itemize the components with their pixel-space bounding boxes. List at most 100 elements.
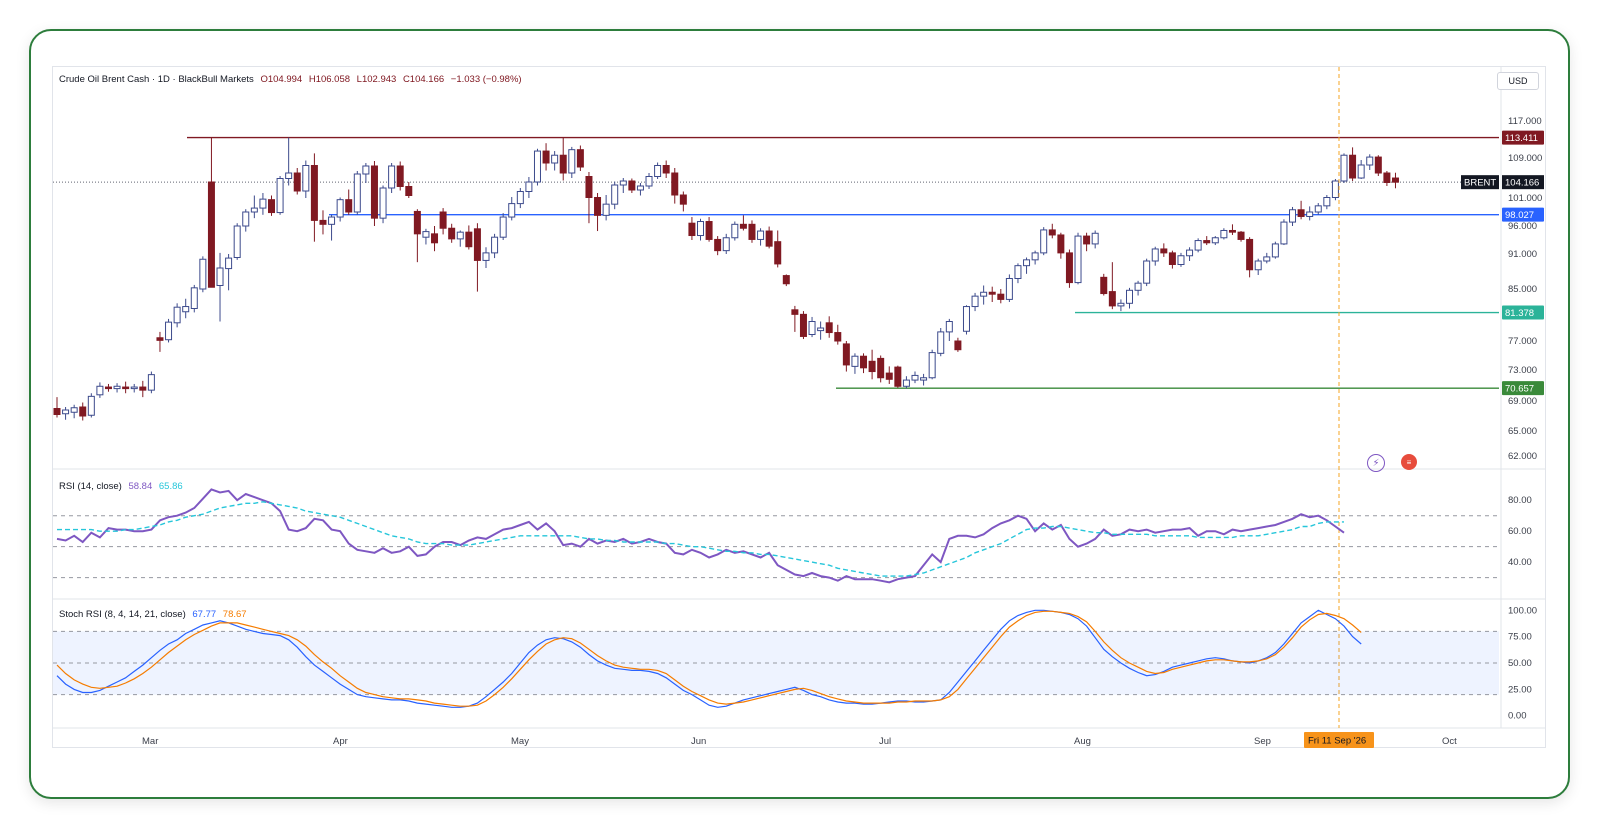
price-tick-label: 91.000 — [1508, 249, 1537, 260]
candle-body — [722, 237, 730, 252]
candle-body — [1271, 243, 1279, 258]
candle-body — [1048, 229, 1056, 236]
candle-body — [748, 223, 756, 240]
candle-body — [70, 407, 78, 413]
candle-body — [688, 222, 696, 237]
time-tick-label: Jun — [691, 736, 706, 747]
candle-body — [456, 231, 464, 240]
candle-body — [1254, 260, 1262, 271]
candle-body — [1014, 265, 1022, 279]
candle-body — [53, 408, 61, 415]
candle-body — [851, 355, 859, 367]
candle-body — [1357, 164, 1365, 179]
candle-body — [799, 313, 807, 337]
candle-body — [1074, 235, 1082, 284]
last-price-badge — [1502, 175, 1544, 190]
price-tick-label: 96.000 — [1508, 221, 1537, 232]
rsi-tick-label: 80.00 — [1508, 495, 1532, 506]
rsi-tick-label: 40.00 — [1508, 557, 1532, 568]
candle-body — [1314, 205, 1322, 213]
candle-body — [1349, 154, 1357, 179]
candle-body — [491, 236, 499, 254]
lightning-icon[interactable]: ⚡ — [1367, 454, 1385, 472]
candle-body — [388, 165, 396, 189]
stoch-tick-label: 25.00 — [1508, 684, 1532, 695]
time-tick-label: May — [511, 736, 529, 747]
price-level-label: 70.657 — [1505, 384, 1534, 395]
candle-body — [1237, 231, 1245, 240]
candle-body — [774, 241, 782, 265]
legend-low: L102.943 — [356, 74, 397, 85]
candle-body — [980, 291, 988, 297]
price-level-label: 98.027 — [1505, 210, 1534, 221]
candle-body — [679, 194, 687, 205]
candle-body — [1374, 156, 1382, 174]
candle-body — [1280, 221, 1288, 245]
price-tick-label: 62.000 — [1508, 451, 1537, 462]
rsi-legend-name: RSI (14, close) — [59, 481, 122, 492]
candle-body — [842, 343, 850, 366]
candle-body — [1108, 291, 1116, 307]
candle-body — [165, 321, 173, 341]
candle-body — [1186, 249, 1194, 257]
time-tick-label: Oct — [1442, 736, 1457, 747]
candle-body — [902, 379, 910, 387]
candle-body — [1331, 180, 1339, 198]
candle-body — [1091, 232, 1099, 245]
candle-body — [954, 340, 962, 351]
last-price-name: BRENT — [1464, 178, 1496, 189]
candle-body — [379, 187, 387, 219]
candle-body — [370, 165, 378, 219]
crosshair-date-badge — [1304, 732, 1374, 748]
time-tick-label: Mar — [142, 736, 158, 747]
price-tick-label: 69.000 — [1508, 396, 1537, 407]
candle-body — [765, 230, 773, 247]
candle-body — [576, 149, 584, 168]
price-level-badge — [1502, 305, 1544, 320]
candle-body — [1134, 282, 1142, 291]
legend-symbol: Crude Oil Brent Cash · 1D · BlackBull Ma… — [59, 74, 254, 85]
us-flag-icon[interactable]: ≡ — [1401, 454, 1417, 470]
candle-body — [242, 211, 250, 227]
candle-body — [353, 173, 361, 213]
last-price-name-badge — [1461, 175, 1499, 190]
candle-body — [310, 165, 318, 221]
candle-body — [199, 258, 207, 290]
stoch-legend-name: Stoch RSI (8, 4, 14, 21, close) — [59, 609, 186, 620]
stoch-tick-label: 100.00 — [1508, 605, 1537, 616]
candle-body — [362, 165, 370, 175]
candle-body — [671, 172, 679, 196]
currency-button[interactable]: USD — [1497, 72, 1539, 90]
candle-body — [104, 386, 112, 390]
candle-body — [1306, 211, 1314, 217]
candle-body — [122, 386, 130, 390]
stoch-tick-label: 0.00 — [1508, 711, 1527, 722]
candle-body — [1177, 255, 1185, 265]
candle-body — [1031, 252, 1039, 261]
candle-body — [636, 185, 644, 191]
candle-body — [945, 321, 953, 333]
candle-body — [396, 165, 404, 187]
candle-body — [1246, 238, 1254, 271]
candle-body — [1297, 209, 1305, 217]
candle-body — [1383, 172, 1391, 183]
candle-body — [911, 374, 919, 381]
candle-body — [1151, 248, 1159, 262]
candle-body — [782, 275, 790, 285]
time-tick-label: Sep — [1254, 736, 1271, 747]
candle-body — [1057, 234, 1065, 254]
candle-body — [225, 257, 233, 270]
candle-body — [422, 231, 430, 238]
candle-body — [216, 267, 224, 286]
candle-body — [302, 165, 310, 192]
candle-body — [731, 223, 739, 239]
candle-body — [431, 233, 439, 244]
candle-body — [602, 203, 610, 216]
candle-body — [285, 172, 293, 179]
candle-body — [1160, 248, 1168, 254]
candle-body — [465, 231, 473, 248]
candle-body — [868, 360, 876, 373]
candle-body — [1289, 209, 1297, 223]
price-tick-label: 117.000 — [1508, 116, 1542, 127]
